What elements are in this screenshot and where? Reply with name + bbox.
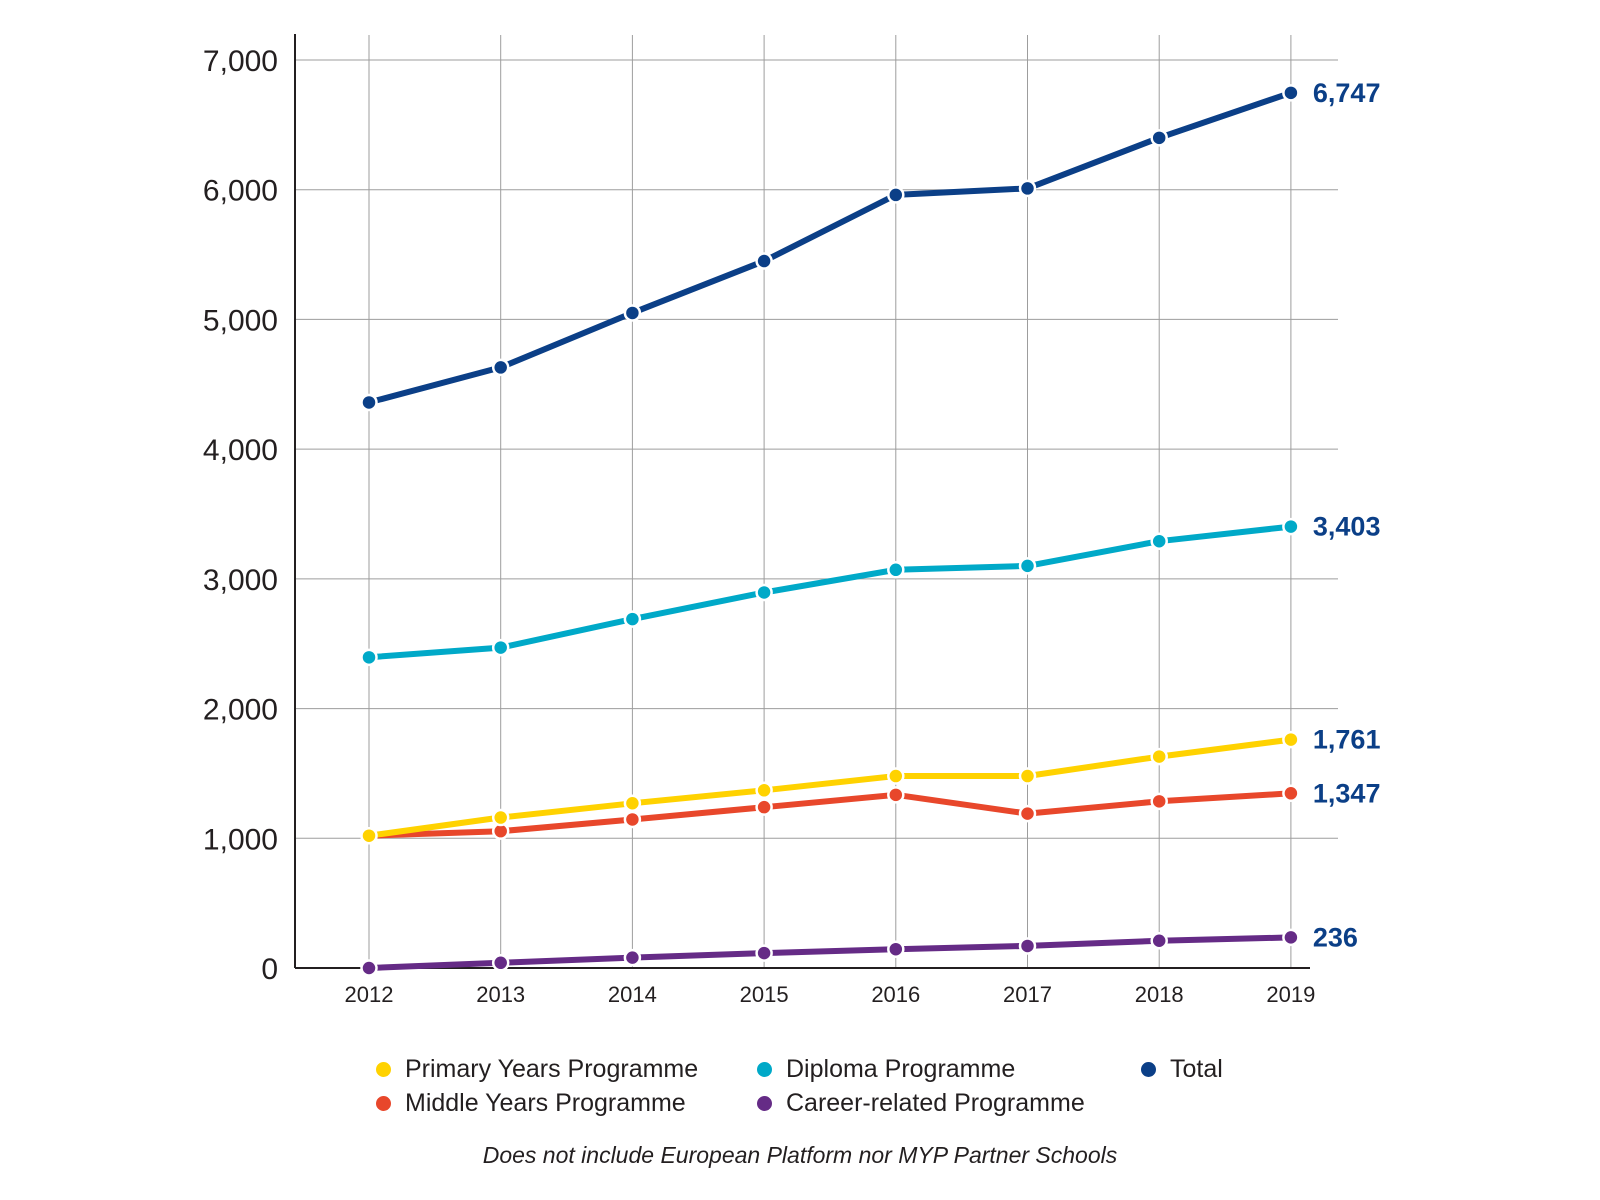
data-point bbox=[1018, 937, 1037, 955]
series-primary-years-programme bbox=[360, 730, 1300, 845]
data-point bbox=[1282, 928, 1300, 947]
data-point bbox=[887, 186, 905, 204]
series-diploma-programme bbox=[360, 517, 1300, 667]
data-point bbox=[623, 948, 642, 967]
legend-item-middle-years: Middle Years Programme bbox=[376, 1089, 686, 1118]
y-tick-label: 7,000 bbox=[203, 45, 278, 78]
legend-item-total: Total bbox=[1141, 1055, 1223, 1084]
end-value-label: 236 bbox=[1313, 922, 1358, 952]
data-point bbox=[1282, 730, 1300, 749]
grid bbox=[295, 35, 1338, 968]
data-point bbox=[887, 786, 905, 804]
series-line-primary-years-programme bbox=[366, 736, 1294, 839]
series-line-total bbox=[366, 89, 1294, 406]
y-tick-label: 5,000 bbox=[203, 304, 278, 337]
legend-dot-icon bbox=[757, 1096, 772, 1111]
y-tick-label: 2,000 bbox=[203, 694, 278, 727]
data-point bbox=[755, 252, 773, 270]
data-point bbox=[1018, 179, 1037, 198]
series-lines bbox=[360, 84, 1300, 977]
data-point bbox=[491, 358, 510, 377]
end-value-label: 1,761 bbox=[1313, 725, 1381, 755]
data-point bbox=[1150, 792, 1168, 811]
legend-item-primary-years: Primary Years Programme bbox=[376, 1055, 698, 1084]
axes: 0 1,000 2,000 3,000 4,000 5,000 6,000 7,000 2012… bbox=[203, 34, 1315, 1007]
data-point bbox=[623, 610, 642, 628]
footnote: Does not include European Platform nor M… bbox=[482, 1142, 1118, 1168]
data-point bbox=[1282, 784, 1300, 803]
end-value-label: 6,747 bbox=[1313, 78, 1381, 108]
x-tick-label: 2018 bbox=[1135, 982, 1184, 1007]
legend-dot-icon bbox=[757, 1062, 772, 1077]
legend-item-diploma: Diploma Programme bbox=[757, 1055, 1015, 1084]
data-point bbox=[623, 810, 642, 829]
data-point bbox=[1150, 129, 1168, 147]
data-point bbox=[1018, 767, 1037, 785]
data-point bbox=[755, 798, 773, 816]
x-tick-label: 2019 bbox=[1266, 982, 1315, 1007]
legend-label: Career-related Programme bbox=[786, 1089, 1085, 1117]
x-tick-label: 2015 bbox=[740, 982, 789, 1007]
data-point bbox=[491, 638, 510, 657]
end-labels: 6,747 3,403 1,761 1,347 236 bbox=[1313, 78, 1381, 953]
series-line-diploma-programme bbox=[366, 523, 1294, 661]
series-career-related-programme bbox=[360, 928, 1300, 977]
legend-label: Total bbox=[1170, 1055, 1223, 1083]
legend-dot-icon bbox=[1141, 1062, 1156, 1077]
data-point bbox=[491, 954, 510, 972]
series-total bbox=[360, 84, 1300, 412]
y-tick-label: 1,000 bbox=[203, 823, 278, 856]
y-tick-label: 0 bbox=[261, 953, 278, 986]
data-point bbox=[1018, 557, 1037, 575]
legend-dot-icon bbox=[376, 1062, 391, 1077]
legend-dot-icon bbox=[376, 1096, 391, 1111]
series-line-middle-years-programme bbox=[366, 790, 1294, 839]
y-tick-label: 3,000 bbox=[203, 564, 278, 597]
data-point bbox=[887, 561, 905, 579]
data-point bbox=[755, 781, 773, 800]
data-point bbox=[623, 794, 642, 813]
data-point bbox=[887, 767, 905, 785]
data-point bbox=[1018, 804, 1037, 823]
data-point bbox=[755, 944, 773, 962]
data-point bbox=[1282, 517, 1300, 536]
data-point bbox=[360, 959, 378, 977]
data-point bbox=[755, 583, 773, 602]
legend-item-career-related: Career-related Programme bbox=[757, 1089, 1085, 1118]
data-point bbox=[360, 393, 378, 412]
series-line-career-related-programme bbox=[366, 934, 1294, 971]
y-tick-label: 6,000 bbox=[203, 175, 278, 208]
x-tick-label: 2014 bbox=[608, 982, 657, 1007]
end-value-label: 1,347 bbox=[1313, 778, 1381, 808]
data-point bbox=[1150, 932, 1168, 950]
data-point bbox=[360, 826, 378, 845]
end-value-label: 3,403 bbox=[1313, 512, 1381, 542]
data-point bbox=[491, 808, 510, 827]
x-tick-label: 2016 bbox=[871, 982, 920, 1007]
data-point bbox=[1282, 84, 1300, 102]
data-point bbox=[887, 940, 905, 958]
data-point bbox=[1150, 747, 1168, 766]
legend-label: Middle Years Programme bbox=[405, 1089, 686, 1117]
data-point bbox=[1150, 532, 1168, 550]
y-tick-label: 4,000 bbox=[203, 434, 278, 467]
legend-label: Diploma Programme bbox=[786, 1055, 1016, 1083]
x-tick-label: 2012 bbox=[345, 982, 394, 1007]
x-tick-label: 2013 bbox=[476, 982, 525, 1007]
data-point bbox=[360, 648, 378, 667]
legend-label: Primary Years Programme bbox=[405, 1055, 699, 1083]
x-tick-label: 2017 bbox=[1003, 982, 1052, 1007]
data-point bbox=[623, 304, 642, 322]
